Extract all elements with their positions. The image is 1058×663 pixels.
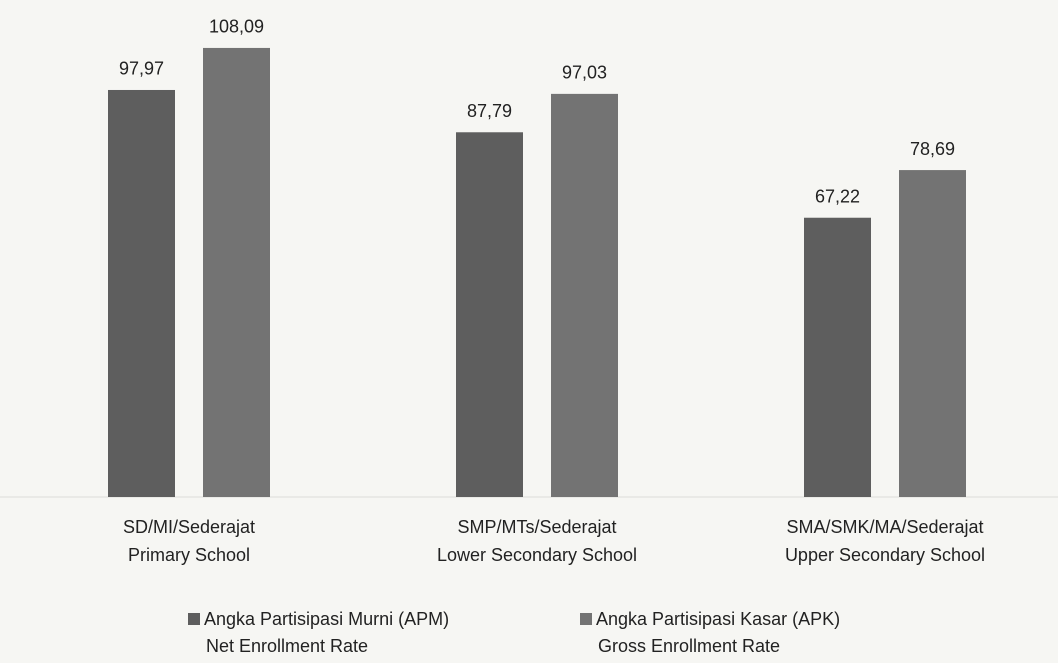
legend-label: Net Enrollment Rate [206, 636, 368, 656]
x-tick-label: SD/MI/Sederajat [123, 517, 255, 537]
legend-label: Angka Partisipasi Kasar (APK) [596, 609, 840, 629]
value-label: 87,79 [467, 101, 512, 121]
x-tick-label: Lower Secondary School [437, 545, 637, 565]
x-tick-label: SMP/MTs/Sederajat [457, 517, 616, 537]
bar [203, 47, 270, 497]
value-label: 108,09 [209, 17, 264, 37]
x-tick-label: Upper Secondary School [785, 545, 985, 565]
bar [551, 93, 618, 497]
bar [108, 89, 175, 497]
value-label: 78,69 [910, 139, 955, 159]
legend-label: Angka Partisipasi Murni (APM) [204, 609, 449, 629]
x-tick-label: Primary School [128, 545, 250, 565]
x-tick-label: SMA/SMK/MA/Sederajat [786, 517, 983, 537]
bar [804, 217, 871, 498]
value-label: 97,97 [119, 59, 164, 79]
bar [456, 132, 523, 497]
value-label: 67,22 [815, 186, 860, 206]
bar [899, 170, 966, 498]
legend-swatch [580, 613, 592, 625]
value-label: 97,03 [562, 63, 607, 83]
legend-swatch [188, 613, 200, 625]
legend-label: Gross Enrollment Rate [598, 636, 780, 656]
